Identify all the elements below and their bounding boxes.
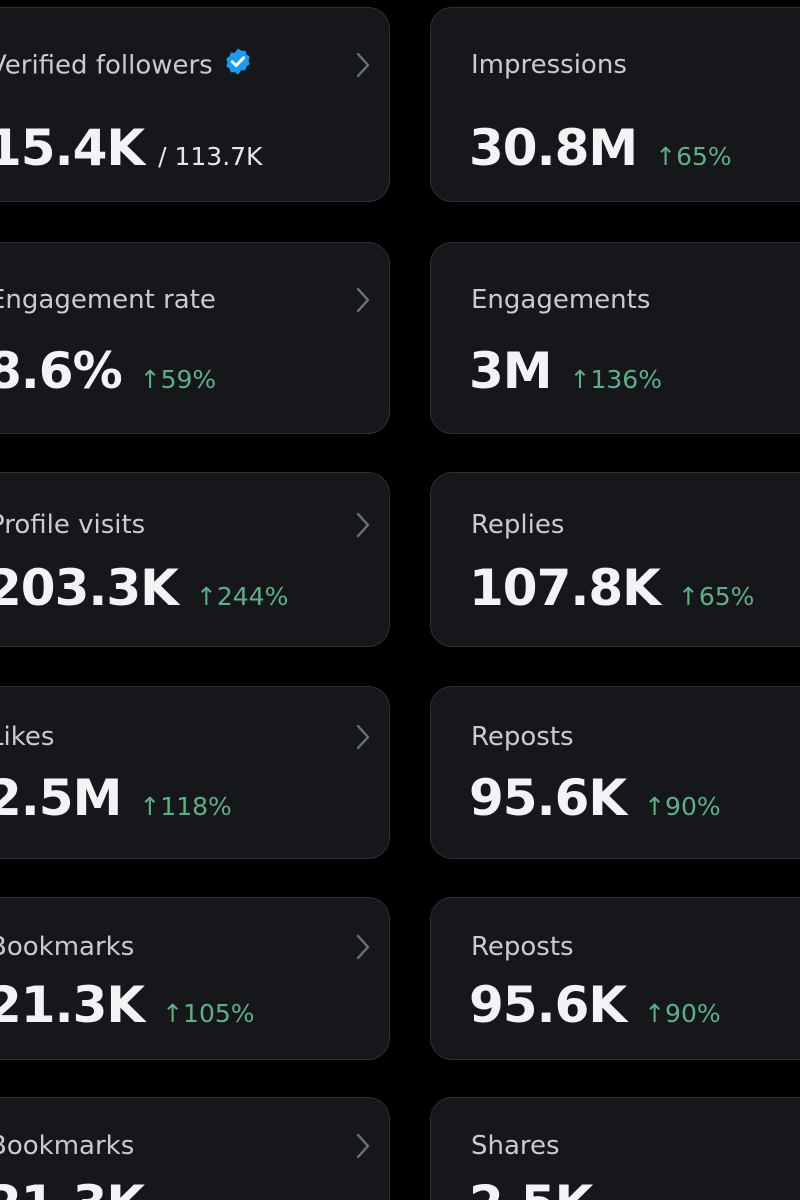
metric-label: Replies (471, 510, 565, 540)
metric-label: Engagements (471, 285, 651, 315)
verified-badge (223, 47, 253, 84)
metric-value-row: 2.5M ↑118% (0, 769, 232, 827)
metric-change: ↑65% (677, 582, 755, 611)
metric-card[interactable]: Engagement rate 8.6% ↑59% (0, 242, 390, 434)
metric-change: ↑105% (162, 1198, 254, 1200)
metric-card: Reposts 95.6K ↑90% (430, 897, 800, 1060)
metric-value-row: 95.6K ↑90% (469, 976, 721, 1034)
metric-label: Verified followers (0, 50, 213, 80)
metric-value: 8.6% (0, 342, 123, 400)
metric-value: 2.5M (0, 769, 122, 827)
metric-label-row: Verified followers (0, 47, 253, 84)
metric-change: ↑90% (644, 792, 721, 821)
metric-label: Profile visits (0, 510, 146, 540)
metric-change: ↑136% (569, 365, 662, 394)
metric-label-row: Profile visits (0, 510, 145, 540)
metric-label-row: Impressions (471, 50, 627, 80)
metric-label: Reposts (471, 932, 574, 962)
metric-value-row: 2.5K ↑102% (469, 1175, 703, 1200)
metric-label: Bookmarks (0, 932, 135, 962)
metric-value-row: 15.4K / 113.7K (0, 119, 262, 177)
chevron (355, 1132, 371, 1164)
chevron (355, 723, 371, 755)
metric-label: Shares (471, 1131, 560, 1161)
metric-value-row: 107.8K ↑65% (469, 559, 754, 617)
metric-label-row: Reposts (471, 722, 574, 752)
metric-change: ↑105% (162, 999, 255, 1028)
metric-change: ↑102% (610, 1198, 702, 1200)
metric-card: Impressions 30.8M ↑65% (430, 7, 800, 202)
metric-card: Replies 107.8K ↑65% (430, 472, 800, 647)
metric-value: 15.4K (0, 119, 145, 177)
metric-card[interactable]: Bookmarks 21.3K ↑105% (0, 897, 390, 1060)
metric-change: ↑118% (139, 792, 232, 821)
metric-card[interactable]: Likes 2.5M ↑118% (0, 686, 390, 859)
metric-value: 21.3K (0, 976, 145, 1034)
chevron (355, 933, 371, 965)
metric-label: Impressions (471, 50, 627, 80)
metric-label: Likes (0, 722, 55, 752)
metric-label-row: Likes (0, 722, 54, 752)
metric-label-row: Replies (471, 510, 564, 540)
metric-value: 95.6K (469, 976, 627, 1034)
metric-label-row: Bookmarks (0, 932, 134, 962)
metric-value-row: 3M ↑136% (469, 342, 662, 400)
metric-value-row: 203.3K ↑244% (0, 559, 288, 617)
metric-label-row: Bookmarks (0, 1131, 134, 1161)
metric-change: ↑59% (139, 365, 217, 394)
metric-card: Reposts 95.6K ↑90% (430, 686, 800, 859)
metric-change: ↑65% (655, 142, 732, 171)
metric-card[interactable]: Bookmarks 21.3K ↑105% (0, 1097, 390, 1200)
metric-label: Bookmarks (0, 1131, 135, 1161)
metric-card: Engagements 3M ↑136% (430, 242, 800, 434)
chevron (355, 51, 371, 83)
metric-value: 21.3K (0, 1175, 145, 1200)
metric-label: Reposts (471, 722, 574, 752)
metric-label-row: Reposts (471, 932, 574, 962)
metric-total: / 113.7K (158, 142, 263, 171)
metric-card[interactable]: Verified followers 15.4K / 113.7K (0, 7, 390, 202)
metric-label-row: Engagements (471, 285, 650, 315)
metric-label: Engagement rate (0, 285, 216, 315)
metric-value-row: 8.6% ↑59% (0, 342, 216, 400)
metric-value: 203.3K (0, 559, 179, 617)
metric-value: 30.8M (469, 119, 638, 177)
metric-card: Shares 2.5K ↑102% (430, 1097, 800, 1200)
metric-change: ↑90% (644, 999, 721, 1028)
metric-value: 107.8K (469, 559, 661, 617)
metric-label-row: Engagement rate (0, 285, 216, 315)
chevron (355, 286, 371, 318)
metric-value-row: 30.8M ↑65% (469, 119, 732, 177)
chevron (355, 511, 371, 543)
metric-card[interactable]: Profile visits 203.3K ↑244% (0, 472, 390, 647)
metric-value: 95.6K (469, 769, 627, 827)
metric-value-row: 21.3K ↑105% (0, 1175, 255, 1200)
metric-value: 2.5K (469, 1175, 593, 1200)
metric-value: 3M (469, 342, 553, 400)
metric-value-row: 95.6K ↑90% (469, 769, 721, 827)
metric-change: ↑244% (195, 582, 289, 611)
metric-value-row: 21.3K ↑105% (0, 976, 255, 1034)
metric-label-row: Shares (471, 1131, 560, 1161)
